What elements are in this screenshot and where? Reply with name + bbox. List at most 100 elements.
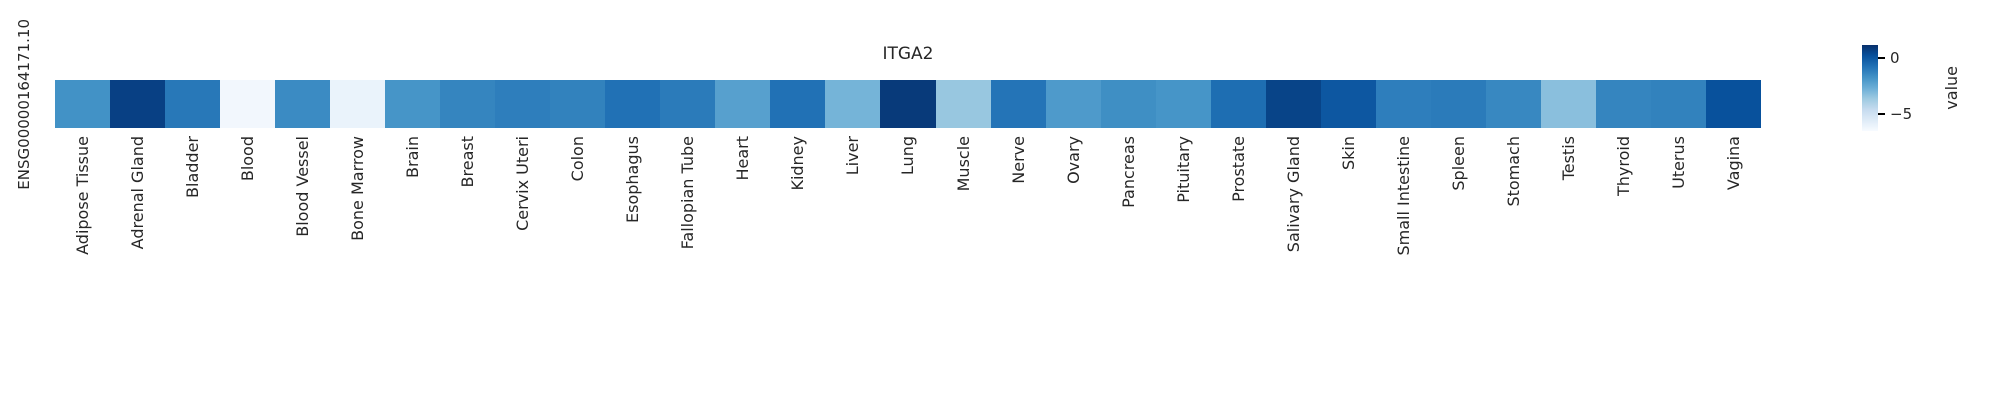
x-tick-label: Ovary [1063,136,1083,184]
colorbar-gradient [1862,45,1878,131]
x-tick-label: Blood [238,136,258,182]
heatmap-cell-vagina [1705,80,1761,128]
x-tick-label: Salivary Gland [1283,136,1303,253]
x-tick-skin: Skin [1321,136,1376,400]
x-tick-label: Blood Vessel [293,136,313,237]
heatmap-cell-adipose-tissue [55,80,111,128]
x-tick-liver: Liver [825,136,880,400]
x-tick-label: Kidney [788,136,808,191]
x-tick-label: Fallopian Tube [678,136,698,250]
heatmap-cell-pituitary [1155,80,1211,128]
x-tick-label: Brain [403,136,423,178]
heatmap-cell-bladder [165,80,221,128]
heatmap-cell-heart [715,80,771,128]
heatmap-cell-adrenal-gland [110,80,166,128]
heatmap-cell-bone-marrow [330,80,386,128]
x-tick-label: Adipose Tissue [73,136,93,255]
x-tick-label: Colon [568,136,588,182]
x-tick-label: Skin [1338,136,1358,171]
x-tick-label: Breast [458,136,478,188]
x-tick-prostate: Prostate [1211,136,1266,400]
x-tick-label: Pituitary [1173,136,1193,203]
x-tick-colon: Colon [550,136,605,400]
colorbar-label-container: value [1938,45,1964,131]
x-tick-bladder: Bladder [165,136,220,400]
x-tick-pituitary: Pituitary [1156,136,1211,400]
x-tick-cervix-uteri: Cervix Uteri [495,136,550,400]
heatmap-cell-stomach [1485,80,1541,128]
y-axis-label-container: ENSG00000164171.10 [12,4,36,204]
heatmap-cell-prostate [1210,80,1266,128]
x-tick-esophagus: Esophagus [605,136,660,400]
x-tick-label: Testis [1558,136,1578,181]
heatmap-cell-testis [1540,80,1596,128]
x-tick-label: Pancreas [1118,136,1138,208]
x-tick-label: Prostate [1228,136,1248,202]
x-tick-adipose-tissue: Adipose Tissue [55,136,110,400]
heatmap-cell-blood [220,80,276,128]
colorbar-tick: 0 [1878,49,1900,67]
heatmap-cell-small-intestine [1375,80,1431,128]
x-tick-label: Muscle [953,136,973,192]
x-tick-label: Esophagus [623,136,643,223]
x-tick-spleen: Spleen [1431,136,1486,400]
x-tick-label: Lung [898,136,918,176]
heatmap-cell-muscle [935,80,991,128]
x-tick-blood-vessel: Blood Vessel [275,136,330,400]
x-tick-label: Small Intestine [1393,136,1413,256]
colorbar-tick-label: −5 [1890,105,1913,124]
x-tick-label: Stomach [1503,136,1523,207]
colorbar-tick-label: 0 [1890,49,1900,68]
heatmap-cell-kidney [770,80,826,128]
x-tick-ovary: Ovary [1046,136,1101,400]
x-tick-small-intestine: Small Intestine [1376,136,1431,400]
x-tick-salivary-gland: Salivary Gland [1266,136,1321,400]
heatmap-cell-esophagus [605,80,661,128]
colorbar: 0 −5 [1862,45,1912,131]
heatmap-cell-ovary [1045,80,1101,128]
x-tick-testis: Testis [1541,136,1596,400]
x-tick-label: Vagina [1723,136,1743,191]
colorbar-tick-mark [1878,57,1885,60]
x-tick-heart: Heart [715,136,770,400]
x-tick-label: Spleen [1448,136,1468,191]
x-tick-pancreas: Pancreas [1101,136,1156,400]
heatmap-cell-brain [385,80,441,128]
gene-id-ylabel: ENSG00000164171.10 [15,18,33,190]
heatmap-cell-colon [550,80,606,128]
x-tick-label: Adrenal Gland [128,136,148,250]
x-tick-label: Heart [733,136,753,181]
heatmap-cell-spleen [1430,80,1486,128]
x-tick-nerve: Nerve [991,136,1046,400]
chart-title: ITGA2 [882,44,934,64]
x-tick-label: Uterus [1668,136,1688,189]
heatmap-cell-salivary-gland [1265,80,1321,128]
heatmap-cell-pancreas [1100,80,1156,128]
x-tick-label: Cervix Uteri [513,136,533,231]
x-tick-vagina: Vagina [1706,136,1761,400]
heatmap-cell-thyroid [1595,80,1651,128]
x-tick-uterus: Uterus [1651,136,1706,400]
x-tick-fallopian-tube: Fallopian Tube [660,136,715,400]
heatmap-cell-nerve [990,80,1046,128]
heatmap-cell-lung [880,80,936,128]
x-axis-labels: Adipose Tissue Adrenal Gland Bladder Blood B… [55,136,1761,400]
x-tick-bone-marrow: Bone Marrow [330,136,385,400]
heatmap-cell-fallopian-tube [660,80,716,128]
heatmap-cell-skin [1320,80,1376,128]
x-tick-adrenal-gland: Adrenal Gland [110,136,165,400]
x-tick-label: Liver [843,136,863,176]
heatmap-cell-uterus [1650,80,1706,128]
colorbar-label: value [1941,66,1961,110]
x-tick-label: Nerve [1008,136,1028,184]
heatmap-cell-liver [825,80,881,128]
colorbar-tick: −5 [1878,105,1912,123]
x-tick-label: Bone Marrow [348,136,368,241]
x-tick-kidney: Kidney [770,136,825,400]
heatmap-cell-cervix-uteri [495,80,551,128]
x-tick-label: Bladder [183,136,203,198]
x-tick-label: Thyroid [1613,136,1633,196]
x-tick-lung: Lung [880,136,935,400]
x-tick-blood: Blood [220,136,275,400]
